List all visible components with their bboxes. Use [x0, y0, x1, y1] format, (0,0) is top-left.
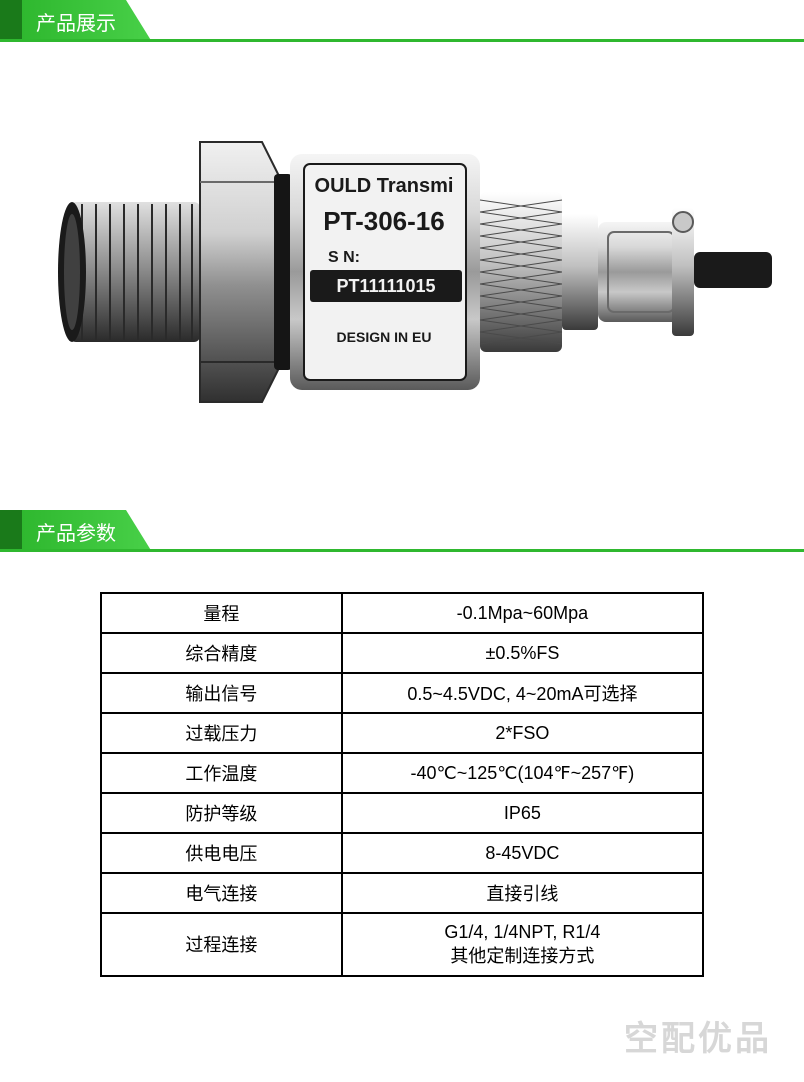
spec-label: 过程连接 [101, 913, 342, 976]
header-underline [0, 549, 804, 552]
spec-label: 防护等级 [101, 793, 342, 833]
table-row: 输出信号0.5~4.5VDC, 4~20mA可选择 [101, 673, 703, 713]
table-row: 过载压力2*FSO [101, 713, 703, 753]
label-sn-label: S N: [328, 249, 360, 266]
spec-value: -0.1Mpa~60Mpa [342, 593, 703, 633]
spec-value: 8-45VDC [342, 833, 703, 873]
section-title: 产品展示 [22, 0, 152, 42]
spec-label: 输出信号 [101, 673, 342, 713]
header-accent-bar [0, 0, 22, 42]
watermark-text: 空配优品 [624, 1011, 772, 1060]
spec-value: 2*FSO [342, 713, 703, 753]
section-header-params: 产品参数 [0, 510, 804, 552]
product-illustration: OULD Transmi PT-306-16 S N: PT11111015 D… [32, 82, 772, 442]
connector-section [562, 208, 772, 336]
header-accent-bar [0, 510, 22, 552]
spec-label: 过载压力 [101, 713, 342, 753]
section-header-display: 产品展示 [0, 0, 804, 42]
label-design: DESIGN IN EU [337, 329, 432, 345]
spec-table-container: 量程-0.1Mpa~60Mpa综合精度±0.5%FS输出信号0.5~4.5VDC… [0, 552, 804, 977]
table-row: 供电电压8-45VDC [101, 833, 703, 873]
header-underline [0, 39, 804, 42]
spec-value: 0.5~4.5VDC, 4~20mA可选择 [342, 673, 703, 713]
label-brand: OULD Transmi [315, 175, 454, 197]
spec-value: G1/4, 1/4NPT, R1/4其他定制连接方式 [342, 913, 703, 976]
table-row: 过程连接G1/4, 1/4NPT, R1/4其他定制连接方式 [101, 913, 703, 976]
spec-label: 量程 [101, 593, 342, 633]
label-serial: PT11111015 [336, 276, 435, 296]
hex-nut [200, 142, 292, 402]
spec-value: ±0.5%FS [342, 633, 703, 673]
spec-value: -40℃~125℃(104℉~257℉) [342, 753, 703, 793]
spec-label: 工作温度 [101, 753, 342, 793]
table-row: 防护等级IP65 [101, 793, 703, 833]
table-row: 工作温度-40℃~125℃(104℉~257℉) [101, 753, 703, 793]
table-row: 量程-0.1Mpa~60Mpa [101, 593, 703, 633]
label-model: PT-306-16 [323, 206, 444, 236]
spec-value: IP65 [342, 793, 703, 833]
product-image: OULD Transmi PT-306-16 S N: PT11111015 D… [0, 42, 804, 482]
spec-label: 电气连接 [101, 873, 342, 913]
spec-label: 综合精度 [101, 633, 342, 673]
spec-value: 直接引线 [342, 873, 703, 913]
table-row: 综合精度±0.5%FS [101, 633, 703, 673]
table-row: 电气连接直接引线 [101, 873, 703, 913]
knurled-collar [480, 192, 562, 352]
section-title: 产品参数 [22, 510, 152, 552]
spec-label: 供电电压 [101, 833, 342, 873]
thread-section [58, 202, 200, 342]
body-cylinder: OULD Transmi PT-306-16 S N: PT11111015 D… [290, 154, 480, 390]
spec-table: 量程-0.1Mpa~60Mpa综合精度±0.5%FS输出信号0.5~4.5VDC… [100, 592, 704, 977]
